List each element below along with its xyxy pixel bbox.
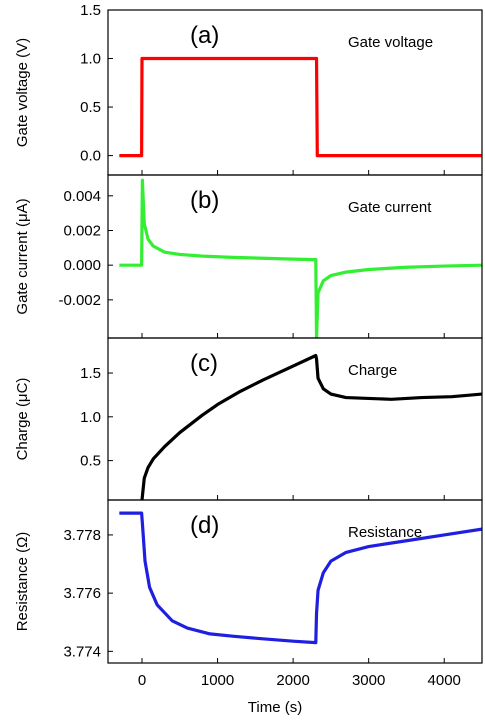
y-tick-label: 1.0 bbox=[80, 409, 101, 426]
y-tick-label: 0.002 bbox=[63, 222, 101, 239]
plot-frame bbox=[107, 499, 483, 664]
panel-annotation: Charge bbox=[348, 362, 397, 379]
y-tick-label: 0.000 bbox=[63, 257, 101, 274]
y-axis-label: Resistance (Ω) bbox=[14, 532, 31, 632]
y-axis-label: Gate current (μA) bbox=[14, 198, 31, 314]
plot-frame bbox=[107, 337, 483, 501]
y-tick-label: 0.0 bbox=[80, 148, 101, 165]
y-tick-label: 1.0 bbox=[80, 51, 101, 68]
panel-label: (b) bbox=[190, 187, 219, 214]
panel-annotation: Gate current bbox=[348, 199, 432, 216]
panel-label: (a) bbox=[190, 22, 219, 49]
x-axis-label: Time (s) bbox=[248, 699, 302, 716]
panel-d: 3.774 3.776 3.778 Resistance (Ω) (d) Resistan… bbox=[14, 499, 483, 664]
panel-annotation: Gate voltage bbox=[348, 34, 433, 51]
y-tick-label: 0.5 bbox=[80, 453, 101, 470]
series-line bbox=[119, 511, 482, 645]
y-tick-label: 0.5 bbox=[80, 99, 101, 116]
y-tick-label: 0.004 bbox=[63, 188, 101, 205]
y-tick-label: 1.5 bbox=[80, 365, 101, 382]
x-tick-label: 4000 bbox=[428, 672, 461, 689]
y-tick-label: 1.5 bbox=[80, 2, 101, 19]
y-tick-label: -0.002 bbox=[58, 292, 101, 309]
x-tick-label: 3000 bbox=[352, 672, 385, 689]
series-line bbox=[140, 353, 482, 500]
x-tick-label: 2000 bbox=[276, 672, 309, 689]
panel-c: 0.5 1.0 1.5 Charge (μC) (c) Charge bbox=[14, 337, 483, 501]
panel-annotation: Resistance bbox=[348, 524, 422, 541]
panel-a: 0.0 0.5 1.0 1.5 Gate voltage (V) (a) Gate volt… bbox=[14, 2, 483, 176]
y-tick-label: 3.774 bbox=[63, 643, 101, 660]
y-tick-label: 3.778 bbox=[63, 527, 101, 544]
series-line bbox=[119, 56, 482, 158]
y-axis-label: Charge (μC) bbox=[14, 378, 31, 461]
x-tick-label: 1000 bbox=[201, 672, 234, 689]
y-tick-label: 3.776 bbox=[63, 585, 101, 602]
panel-label: (c) bbox=[190, 350, 218, 377]
series-line bbox=[119, 178, 482, 338]
x-tick-label: 0 bbox=[138, 672, 146, 689]
panel-b: -0.002 0.000 0.002 0.004 Gate current (μA) (b… bbox=[14, 174, 483, 339]
panel-label: (d) bbox=[190, 512, 219, 539]
y-axis-label: Gate voltage (V) bbox=[14, 38, 31, 147]
